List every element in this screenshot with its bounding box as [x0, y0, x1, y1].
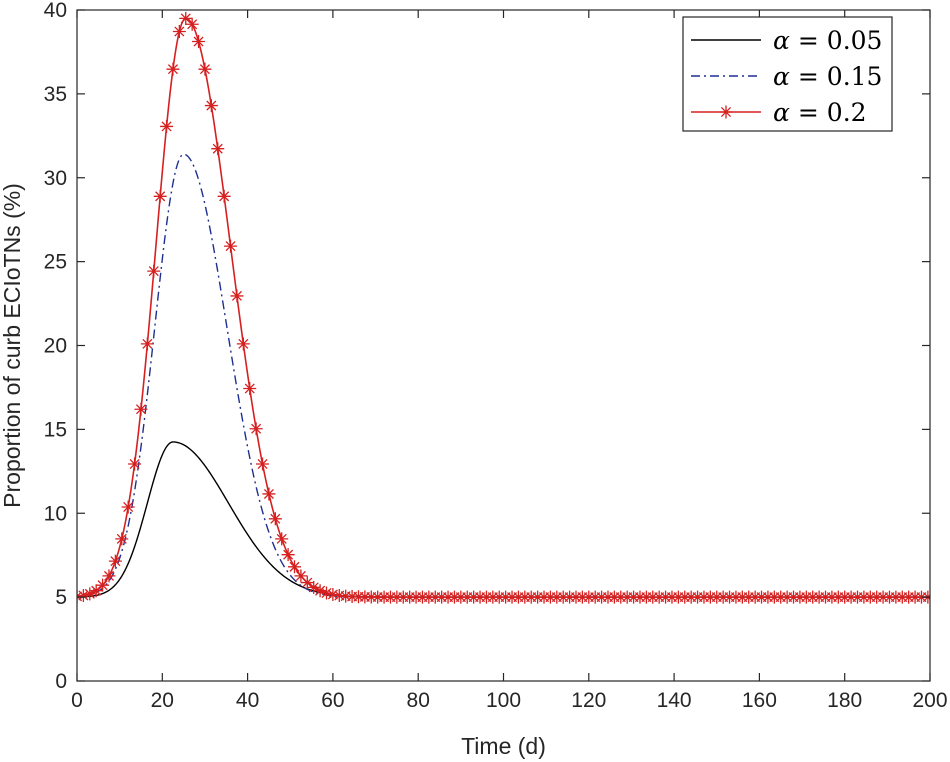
y-tick-label: 20: [44, 335, 67, 358]
x-tick-label: 140: [657, 689, 692, 712]
series-marker: [102, 569, 116, 583]
legend-item-2: α = 0.15: [691, 62, 882, 91]
series-marker: [236, 337, 250, 351]
series-marker: [83, 587, 97, 601]
series-marker: [307, 580, 321, 594]
series-marker: [108, 554, 122, 568]
legend-item-3: α = 0.2: [691, 98, 867, 127]
series-marker: [313, 584, 327, 598]
series-marker: [121, 500, 135, 514]
series-marker: [185, 17, 199, 31]
legend-symbol: α: [773, 62, 790, 91]
series-marker: [77, 589, 90, 603]
series-marker: [204, 99, 218, 113]
legend-value: = 0.2: [798, 98, 867, 127]
y-tick-label: 30: [44, 167, 67, 190]
series-marker: [217, 189, 231, 203]
y-tick-label: 10: [44, 502, 67, 525]
legend: α = 0.05 α = 0.15 α = 0.2: [682, 16, 893, 132]
legend-label: α = 0.15: [773, 62, 882, 91]
y-axis-label: Proportion of curb ECIoTNs (%): [0, 183, 25, 508]
legend-marker: [719, 105, 733, 119]
y-tick-label: 15: [44, 418, 67, 441]
series-marker: [96, 578, 110, 592]
series-marker: [249, 422, 263, 436]
x-tick-label: 160: [742, 689, 777, 712]
y-tick-label: 0: [55, 670, 67, 693]
series-marker: [166, 62, 180, 76]
legend-symbol: α: [773, 98, 790, 127]
y-tick-label: 25: [44, 251, 67, 274]
series-marker: [128, 457, 142, 471]
x-tick-label: 80: [407, 689, 430, 712]
series-marker: [179, 11, 193, 25]
legend-value: = 0.15: [798, 62, 883, 91]
x-tick-label: 180: [827, 689, 862, 712]
series-marker: [147, 264, 161, 278]
series-marker: [326, 588, 340, 602]
series-marker: [243, 382, 257, 396]
series-marker: [134, 402, 148, 416]
axes-layer: 0 20 40 60 80 100 120 140 160 180 200 0 5 10 15 20 25 30 3…: [44, 0, 948, 712]
x-axis-label: Time (d): [461, 733, 546, 759]
series-3: [77, 11, 930, 604]
series-marker: [262, 487, 276, 501]
series-marker: [224, 239, 238, 253]
series-marker: [89, 584, 103, 598]
x-tick-label: 20: [151, 689, 174, 712]
x-tick-label: 0: [71, 689, 83, 712]
series-marker: [256, 457, 270, 471]
series-marker: [320, 586, 334, 600]
legend-label: α = 0.2: [773, 98, 867, 127]
series-layer: [77, 11, 930, 604]
series-marker: [294, 569, 308, 583]
series-marker: [268, 512, 282, 526]
series-marker: [230, 289, 244, 303]
series-marker: [172, 25, 186, 39]
legend-item-1: α = 0.05: [691, 26, 882, 55]
x-tick-label: 60: [321, 689, 344, 712]
x-tick-label: 100: [486, 689, 521, 712]
series-marker: [160, 119, 174, 133]
x-tick-label: 120: [571, 689, 606, 712]
legend-value: = 0.05: [798, 26, 883, 55]
series-marker: [140, 337, 154, 351]
series-marker: [281, 548, 295, 562]
series-marker: [275, 532, 289, 546]
legend-label: α = 0.05: [773, 26, 882, 55]
series-marker: [300, 576, 314, 590]
series-marker: [153, 189, 167, 203]
legend-symbol: α: [773, 26, 790, 55]
series-marker: [115, 532, 129, 546]
series-marker: [192, 35, 206, 49]
series-marker: [211, 142, 225, 156]
y-tick-label: 5: [55, 586, 67, 609]
series-marker: [198, 62, 212, 76]
y-tick-label: 35: [44, 83, 67, 106]
x-tick-label: 40: [236, 689, 259, 712]
series-marker: [288, 560, 302, 574]
y-tick-label: 40: [44, 0, 67, 22]
x-tick-label: 200: [912, 689, 947, 712]
